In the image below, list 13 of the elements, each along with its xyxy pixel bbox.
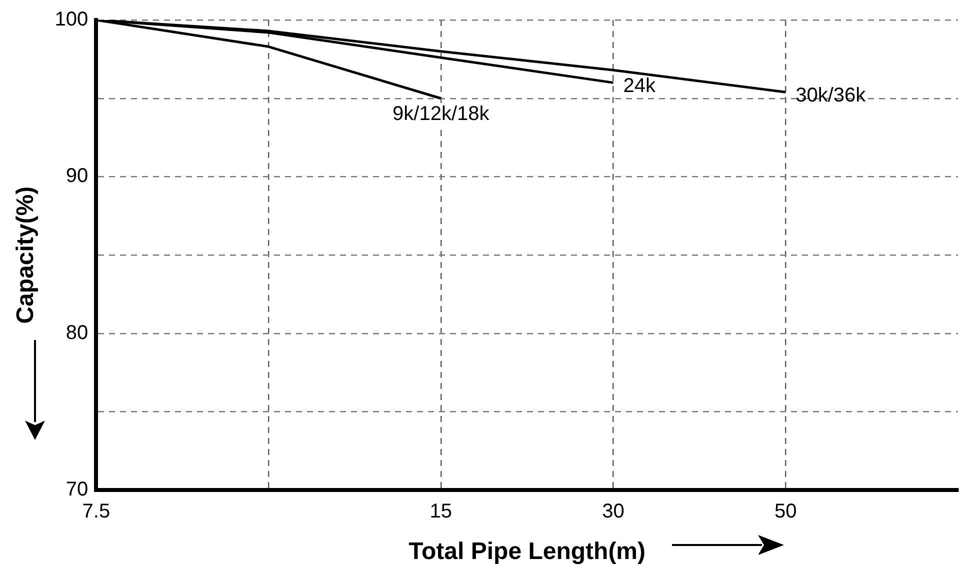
y-tick-label: 70 xyxy=(66,478,88,501)
y-tick-label: 80 xyxy=(66,322,88,344)
x-tick-label: 50 xyxy=(774,500,797,523)
x-tick-label: 7.5 xyxy=(82,500,110,523)
y-tick-label: 90 xyxy=(66,165,88,188)
x-tick-label: 15 xyxy=(430,500,452,523)
series-label: 30k/36k xyxy=(796,84,867,107)
y-tick-label: 100 xyxy=(54,8,88,31)
x-tick-label: 30 xyxy=(602,500,624,523)
series-label: 24k xyxy=(623,75,657,98)
x-axis-title: Total Pipe Length(m) xyxy=(408,538,646,566)
y-axis-title: Capacity(%) xyxy=(12,186,40,324)
series-label: 9k/12k/18k xyxy=(392,102,490,125)
